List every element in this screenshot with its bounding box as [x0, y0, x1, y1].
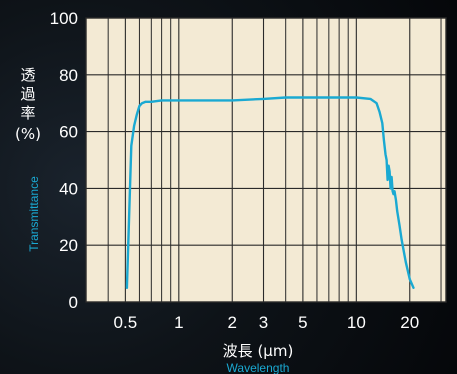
- y-axis-title-en: Transmittance: [27, 176, 41, 252]
- y-tick-label: 0: [69, 293, 78, 312]
- x-tick-label: 5: [298, 313, 307, 332]
- y-axis-title-jp-4: (%): [15, 125, 41, 143]
- y-axis-title-jp-1: 透: [20, 66, 35, 84]
- plot-border: [85, 17, 447, 303]
- x-axis-title-jp: 波長 (μm): [223, 342, 294, 360]
- y-tick-label: 20: [59, 236, 78, 255]
- x-tick-label: 20: [400, 313, 419, 332]
- plot-background: [86, 18, 446, 302]
- y-tick-label: 80: [59, 66, 78, 85]
- y-tick-label: 60: [59, 123, 78, 142]
- x-tick-label: 10: [347, 313, 366, 332]
- x-tick-label: 2: [228, 313, 237, 332]
- x-tick-label: 0.5: [114, 313, 138, 332]
- x-tick-label: 1: [174, 313, 183, 332]
- y-axis-title-jp-3: 率: [20, 104, 35, 122]
- y-tick-label: 40: [59, 179, 78, 198]
- x-tick-label: 3: [259, 313, 268, 332]
- y-tick-label: 100: [50, 9, 78, 28]
- transmittance-curve: [125, 96, 415, 289]
- x-axis-title-en: Wavelength: [227, 361, 290, 374]
- y-axis-title-jp-2: 過: [20, 85, 35, 103]
